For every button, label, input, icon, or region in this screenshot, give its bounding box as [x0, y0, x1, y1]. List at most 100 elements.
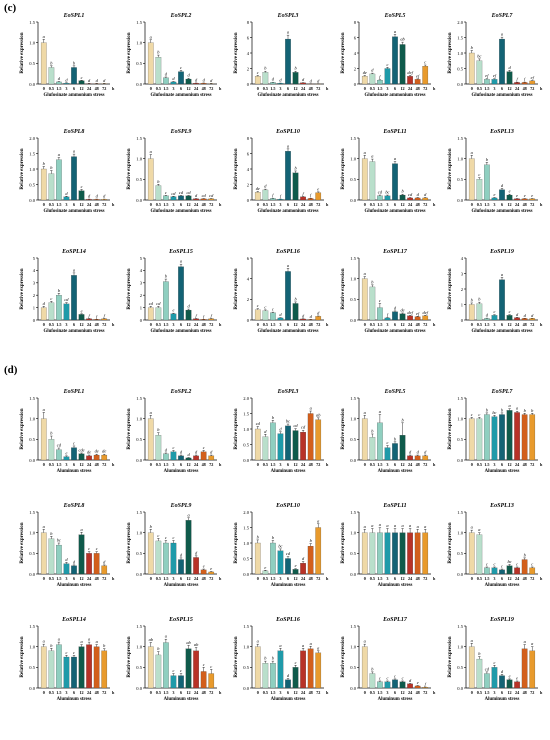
- y-tick-label: 1.5: [136, 510, 142, 515]
- x-unit-label: h: [326, 86, 329, 91]
- bar: [48, 650, 55, 689]
- x-tick-label: 0: [471, 690, 473, 695]
- significance-letter: c: [386, 62, 388, 67]
- y-tick-label: 0.5: [136, 551, 142, 556]
- bar: [468, 418, 475, 461]
- x-tick-label: 12: [507, 462, 511, 467]
- x-tick-label: 24: [408, 86, 413, 91]
- y-tick-label: 1.5: [457, 510, 463, 515]
- x-tick-label: 0: [43, 202, 45, 207]
- significance-letter: d: [310, 314, 313, 319]
- bar: [300, 196, 306, 201]
- x-tick-label: 0.5: [49, 690, 54, 695]
- x-tick-label: 0: [150, 322, 152, 327]
- bar: [78, 453, 85, 461]
- x-unit-label: h: [540, 462, 543, 467]
- significance-letter: d: [279, 426, 282, 431]
- significance-letter: a: [43, 639, 46, 644]
- significance-letter: a: [471, 638, 474, 643]
- bar: [369, 286, 376, 321]
- significance-letter: a: [80, 639, 83, 644]
- y-tick-label: 1.0: [29, 167, 35, 172]
- y-tick-label: 0.5: [243, 665, 249, 670]
- bar: [506, 565, 513, 575]
- x-unit-label: h: [112, 322, 115, 327]
- bar: [300, 563, 306, 575]
- chart-d-eospl1: EoSPL1 0.0 0.5 1.0 1.5 Relative expression a 0 b…: [20, 389, 115, 474]
- bar: [155, 307, 162, 321]
- significance-letter: a: [287, 143, 290, 148]
- y-tick-label: 4: [247, 51, 250, 56]
- x-axis-label: Glufosinate ammonium stress: [365, 329, 426, 334]
- x-tick-label: 48: [202, 322, 206, 327]
- bar: [285, 271, 291, 321]
- significance-letter: f: [195, 313, 197, 318]
- bar: [63, 303, 70, 321]
- bar: [101, 565, 108, 575]
- significance-letter: e: [516, 193, 518, 198]
- x-tick-label: 6: [287, 576, 289, 581]
- significance-letter: ef: [531, 75, 535, 80]
- significance-letter: cd: [378, 190, 383, 195]
- x-axis-label: Aluminum stress: [378, 583, 413, 588]
- bar: [484, 318, 490, 321]
- bar: [285, 38, 291, 85]
- significance-letter: a: [317, 645, 320, 650]
- significance-letter: d: [103, 194, 106, 199]
- x-tick-label: 3: [172, 690, 174, 695]
- significance-letter: d: [210, 78, 213, 83]
- x-tick-label: 12: [507, 576, 511, 581]
- x-tick-label: 1.5: [56, 86, 61, 91]
- significance-letter: d: [203, 77, 206, 82]
- x-axis-label: Glufosinate ammonium stress: [151, 93, 212, 98]
- y-tick-label: 0.5: [457, 551, 463, 556]
- significance-letter: d: [417, 450, 420, 455]
- x-tick-label: 12: [186, 322, 190, 327]
- x-unit-label: h: [433, 462, 436, 467]
- bar: [399, 681, 406, 689]
- bar: [208, 198, 215, 201]
- bar: [476, 418, 483, 461]
- x-tick-label: 0.5: [156, 576, 161, 581]
- bar: [377, 195, 383, 201]
- bar: [491, 79, 498, 85]
- bar: [254, 192, 261, 201]
- x-tick-label: 0: [43, 86, 45, 91]
- bar: [93, 646, 100, 689]
- bar: [63, 196, 70, 201]
- bar: [147, 307, 154, 321]
- bar: [208, 673, 215, 689]
- significance-letter: b: [50, 643, 53, 648]
- bar: [476, 303, 483, 321]
- significance-letter: a: [257, 639, 260, 644]
- bar: [315, 316, 322, 321]
- x-tick-label: 1.5: [377, 462, 382, 467]
- chart-title: EoSPL10: [275, 129, 300, 135]
- significance-letter: a: [310, 406, 313, 411]
- bar: [86, 199, 92, 201]
- significance-letter: f: [88, 313, 90, 318]
- x-tick-label: 6: [287, 462, 289, 467]
- y-tick-label: 0.5: [350, 297, 356, 302]
- bar: [101, 454, 108, 461]
- y-tick-label: 6: [247, 256, 250, 261]
- x-tick-label: 12: [293, 322, 297, 327]
- x-tick-label: 3: [386, 462, 388, 467]
- y-axis-label: Relative expression: [341, 408, 346, 449]
- bar: [185, 78, 192, 85]
- x-tick-label: 0.5: [477, 462, 482, 467]
- bar: [254, 309, 261, 321]
- bar: [369, 437, 376, 461]
- x-tick-label: 0: [43, 576, 45, 581]
- significance-letter: a: [88, 637, 91, 642]
- bar: [56, 644, 62, 689]
- x-tick-label: 1.5: [56, 322, 61, 327]
- bar: [506, 410, 513, 461]
- bar: [93, 319, 100, 321]
- bar: [86, 553, 92, 575]
- significance-letter: b: [471, 297, 474, 302]
- significance-letter: b: [471, 45, 474, 50]
- significance-letter: a: [364, 524, 367, 529]
